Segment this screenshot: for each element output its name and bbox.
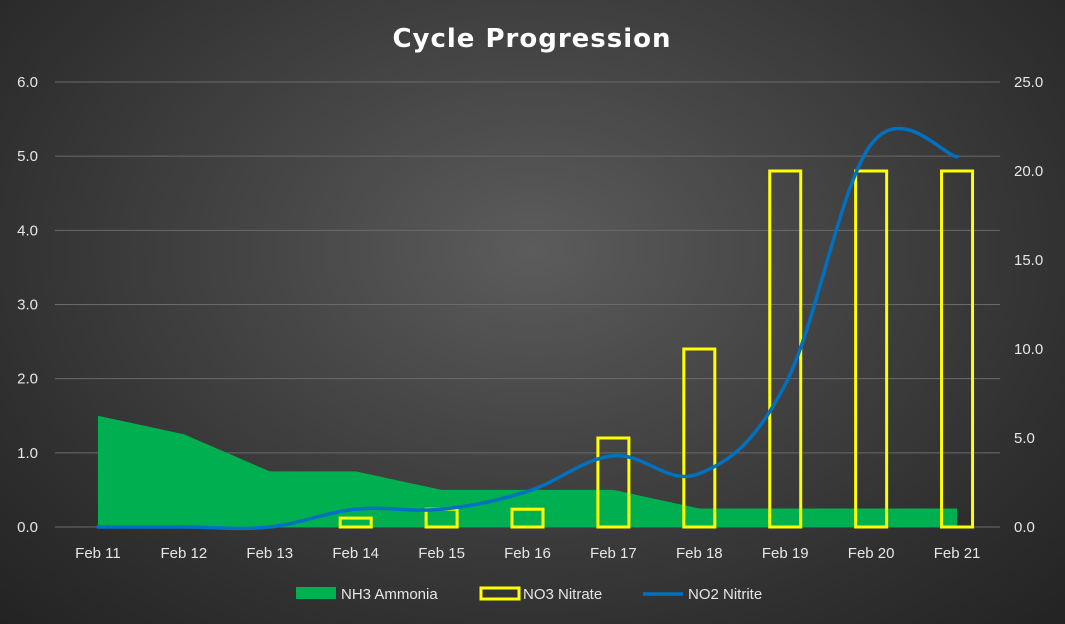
- legend-nitrate-swatch: [479, 586, 521, 601]
- y-left-tick-label: 5.0: [17, 148, 38, 165]
- x-tick-label: Feb 21: [934, 545, 981, 562]
- nitrate-bar: [510, 507, 545, 529]
- y-right-tick-label: 20.0: [1014, 163, 1043, 180]
- x-tick-label: Feb 11: [75, 545, 121, 562]
- y-right-tick-label: 15.0: [1014, 252, 1043, 269]
- x-tick-label: Feb 20: [848, 545, 895, 562]
- nitrate-bar: [338, 516, 373, 529]
- ammonia-area: [97, 415, 958, 527]
- y-left-tick-label: 6.0: [17, 74, 38, 91]
- legend-ammonia-swatch: [296, 587, 336, 599]
- nitrate-bar: [940, 169, 975, 529]
- nitrite-line: [96, 126, 959, 531]
- legend-nitrite-label: NO2 Nitrite: [688, 586, 762, 603]
- y-left-tick-label: 2.0: [17, 371, 38, 388]
- y-right-tick-label: 0.0: [1014, 519, 1035, 536]
- x-tick-label: Feb 14: [332, 545, 379, 562]
- nitrate-bar: [854, 169, 889, 529]
- chart-title: Cycle Progression: [392, 24, 671, 54]
- y-left-tick-label: 0.0: [17, 519, 38, 536]
- axis-labels: 0.0 1.0 2.0 3.0 4.0 5.0 6.0 0.0 5.0 10.0 15.0 20.0 2…: [17, 74, 1043, 562]
- x-tick-label: Feb 16: [504, 545, 551, 562]
- legend-ammonia-label: NH3 Ammonia: [341, 586, 438, 603]
- y-left-tick-label: 3.0: [17, 297, 38, 314]
- y-right-tick-label: 10.0: [1014, 341, 1043, 358]
- y-right-tick-label: 5.0: [1014, 430, 1035, 447]
- x-tick-label: Feb 12: [161, 545, 208, 562]
- x-tick-label: Feb 18: [676, 545, 723, 562]
- x-tick-label: Feb 15: [418, 545, 465, 562]
- legend-nitrate-label: NO3 Nitrate: [523, 586, 602, 603]
- y-left-tick-label: 4.0: [17, 222, 38, 239]
- y-right-tick-label: 25.0: [1014, 74, 1043, 91]
- nitrate-bar: [596, 436, 631, 529]
- x-tick-label: Feb 13: [246, 545, 293, 562]
- x-tick-label: Feb 19: [762, 545, 809, 562]
- x-tick-label: Feb 17: [590, 545, 637, 562]
- nitrate-bar: [682, 347, 717, 529]
- nitrate-bar: [768, 169, 803, 529]
- nitrite-line-layer: [96, 126, 959, 531]
- nitrate-bar-layer: [338, 169, 975, 529]
- y-left-tick-label: 1.0: [17, 445, 38, 462]
- legend: NH3 Ammonia NO3 Nitrate NO2 Nitrite: [296, 586, 762, 603]
- ammonia-area-layer: [97, 415, 958, 527]
